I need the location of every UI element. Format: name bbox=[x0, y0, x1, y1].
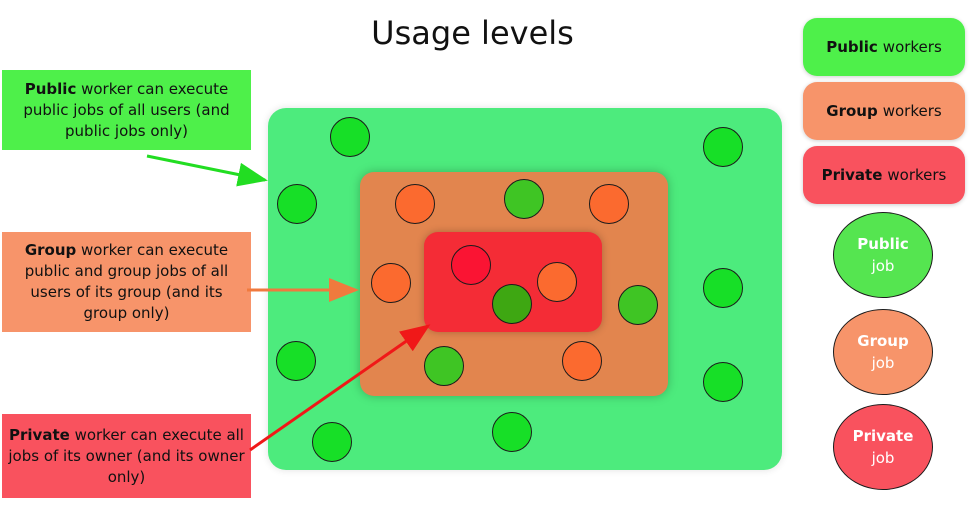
legend-private-job: Private job bbox=[833, 404, 933, 490]
legend-group-workers: Group workers bbox=[803, 82, 965, 140]
public-worker bbox=[703, 268, 743, 308]
group-worker bbox=[589, 184, 629, 224]
legend-group-job: Group job bbox=[833, 309, 933, 395]
note-group-bold: Group bbox=[24, 241, 77, 259]
legend-group-job-bold: Group bbox=[857, 332, 909, 350]
public-worker-note: Public worker can execute public jobs of… bbox=[2, 70, 251, 150]
legend-public-workers-text: workers bbox=[882, 38, 942, 56]
public-worker-in-group bbox=[504, 179, 544, 219]
legend-public-job: Public job bbox=[833, 212, 933, 298]
public-worker-in-group bbox=[618, 285, 658, 325]
public-worker bbox=[276, 341, 316, 381]
group-worker-note: Group worker can execute public and grou… bbox=[2, 232, 251, 332]
public-arrow bbox=[146, 154, 268, 187]
private-arrow bbox=[249, 324, 431, 452]
public-worker bbox=[330, 117, 370, 157]
legend-group-workers-bold: Group bbox=[826, 102, 878, 120]
legend-group-workers-text: workers bbox=[882, 102, 942, 120]
note-public-text: worker can execute public jobs of all us… bbox=[23, 79, 230, 140]
legend-private-job-text: job bbox=[871, 449, 895, 467]
group-worker-in-private bbox=[537, 262, 577, 302]
legend-private-workers-text: workers bbox=[887, 166, 947, 184]
legend-public-workers: Public workers bbox=[803, 18, 965, 76]
note-public-bold: Public bbox=[24, 79, 77, 98]
note-group-text: worker can execute public and group jobs… bbox=[24, 241, 229, 322]
diagram-title: Usage levels bbox=[371, 14, 574, 52]
legend-private-job-bold: Private bbox=[852, 427, 914, 445]
legend-group-job-text: job bbox=[871, 354, 895, 372]
public-worker bbox=[703, 362, 743, 402]
public-worker-in-private bbox=[492, 284, 532, 324]
note-private-bold: Private bbox=[9, 425, 70, 444]
public-worker bbox=[703, 127, 743, 167]
group-worker bbox=[371, 263, 411, 303]
public-worker bbox=[312, 422, 352, 462]
legend-private-workers-bold: Private bbox=[821, 166, 883, 184]
legend-public-job-bold: Public bbox=[857, 235, 909, 253]
public-worker bbox=[277, 184, 317, 224]
legend-private-workers: Private workers bbox=[803, 146, 965, 204]
private-worker-note: Private worker can execute all jobs of i… bbox=[2, 414, 251, 498]
group-worker bbox=[562, 341, 602, 381]
public-worker bbox=[492, 412, 532, 452]
group-worker bbox=[395, 184, 435, 224]
note-private-text: worker can execute all jobs of its owner… bbox=[8, 425, 245, 486]
private-worker bbox=[451, 245, 491, 285]
public-worker-in-group bbox=[424, 346, 464, 386]
legend-public-workers-bold: Public bbox=[826, 38, 878, 56]
legend-public-job-text: job bbox=[871, 257, 895, 275]
